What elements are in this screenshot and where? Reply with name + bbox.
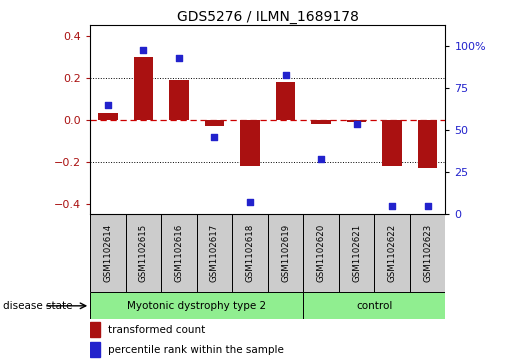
Point bbox=[317, 156, 325, 162]
Bar bbox=[268, 214, 303, 292]
Text: transformed count: transformed count bbox=[108, 325, 205, 335]
Bar bbox=[383, 120, 402, 166]
Point bbox=[246, 200, 254, 205]
Bar bbox=[374, 214, 410, 292]
Point bbox=[423, 203, 432, 209]
Text: GSM1102620: GSM1102620 bbox=[317, 224, 325, 282]
Text: GSM1102614: GSM1102614 bbox=[104, 224, 112, 282]
Bar bbox=[161, 214, 197, 292]
Bar bbox=[197, 214, 232, 292]
Text: GSM1102622: GSM1102622 bbox=[388, 224, 397, 282]
Point bbox=[281, 72, 289, 78]
Point bbox=[104, 102, 112, 108]
Bar bbox=[90, 322, 100, 337]
Bar bbox=[232, 214, 268, 292]
Bar bbox=[205, 120, 224, 126]
Bar bbox=[90, 214, 126, 292]
Text: GSM1102617: GSM1102617 bbox=[210, 224, 219, 282]
Bar bbox=[303, 214, 339, 292]
Point bbox=[388, 203, 397, 209]
Text: GSM1102615: GSM1102615 bbox=[139, 224, 148, 282]
Bar bbox=[339, 214, 374, 292]
Text: Myotonic dystrophy type 2: Myotonic dystrophy type 2 bbox=[127, 301, 266, 311]
Point bbox=[139, 47, 148, 53]
Bar bbox=[312, 120, 331, 124]
Point bbox=[210, 134, 218, 140]
Bar bbox=[126, 214, 161, 292]
Bar bbox=[169, 80, 188, 120]
Text: GSM1102619: GSM1102619 bbox=[281, 224, 290, 282]
Text: percentile rank within the sample: percentile rank within the sample bbox=[108, 345, 284, 355]
Bar bbox=[241, 120, 260, 166]
Bar bbox=[303, 292, 445, 319]
Bar bbox=[90, 292, 303, 319]
Bar bbox=[418, 120, 437, 168]
Text: GSM1102616: GSM1102616 bbox=[175, 224, 183, 282]
Bar bbox=[410, 214, 445, 292]
Bar bbox=[347, 120, 366, 122]
Text: GSM1102621: GSM1102621 bbox=[352, 224, 361, 282]
Point bbox=[175, 55, 183, 61]
Bar bbox=[98, 114, 117, 120]
Text: GSM1102618: GSM1102618 bbox=[246, 224, 254, 282]
Bar bbox=[134, 57, 153, 120]
Bar bbox=[276, 82, 295, 120]
Text: control: control bbox=[356, 301, 392, 311]
Point bbox=[352, 121, 360, 126]
Title: GDS5276 / ILMN_1689178: GDS5276 / ILMN_1689178 bbox=[177, 11, 359, 24]
Text: GSM1102623: GSM1102623 bbox=[423, 224, 432, 282]
Bar bbox=[90, 342, 100, 357]
Text: disease state: disease state bbox=[3, 301, 72, 311]
